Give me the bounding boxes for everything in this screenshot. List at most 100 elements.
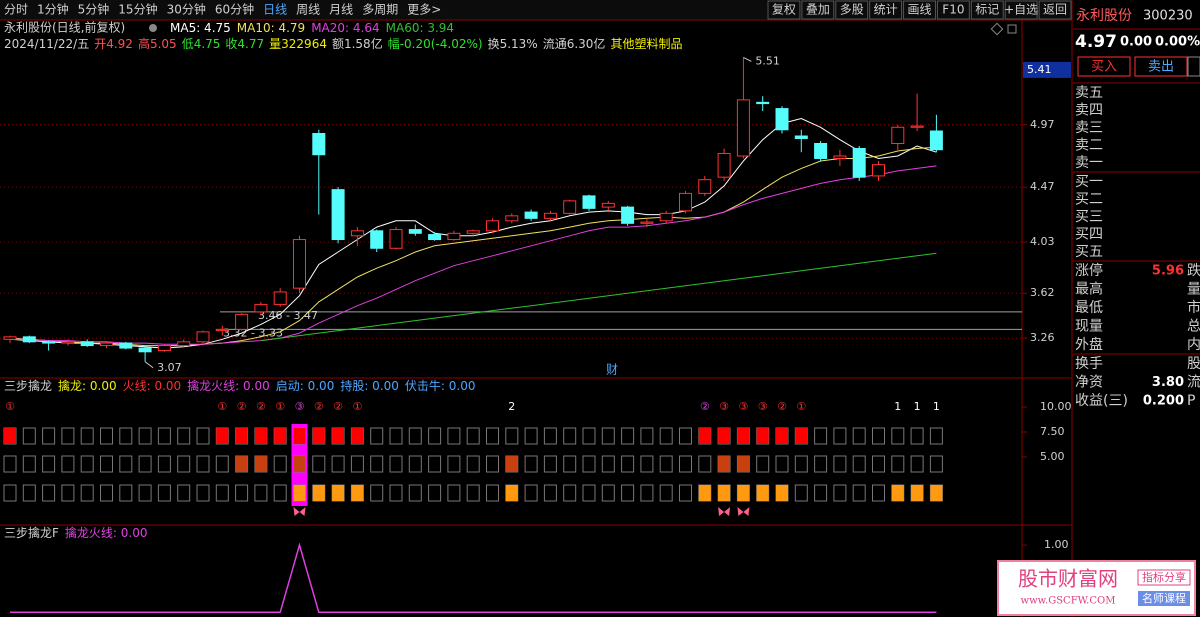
signal-label: ②	[333, 400, 343, 413]
signal-cell	[235, 456, 248, 472]
menu-button[interactable]	[1187, 56, 1200, 77]
empty-cell	[119, 427, 133, 445]
empty-cell	[408, 427, 422, 445]
period-tab[interactable]: 月线	[329, 3, 353, 17]
signal-cell	[737, 456, 750, 472]
candle-body	[794, 135, 808, 140]
y-tick-label: 4.97	[1030, 118, 1055, 131]
signal-cell	[718, 428, 731, 444]
empty-cell	[80, 484, 94, 502]
signal-label: 1	[933, 400, 940, 413]
tool-label[interactable]: 多股	[840, 3, 864, 17]
candle-body	[486, 220, 499, 232]
empty-cell	[833, 484, 847, 502]
empty-cell	[466, 455, 480, 473]
event-marker[interactable]: 财	[606, 363, 618, 377]
signal-label: 1	[894, 400, 901, 413]
tool-label[interactable]: 返回	[1043, 3, 1067, 17]
sell-button[interactable]	[1134, 56, 1188, 77]
settings-icon[interactable]	[149, 24, 157, 32]
empty-cell	[447, 427, 461, 445]
period-tab[interactable]: 15分钟	[118, 2, 157, 17]
empty-cell	[61, 484, 75, 502]
candle-body	[505, 215, 519, 222]
legend-entry: 火线: 0.00	[123, 379, 182, 393]
sell-label[interactable]: 卖出	[1148, 60, 1174, 75]
signal-label: ①	[796, 400, 806, 413]
period-tab[interactable]: 日线	[263, 3, 287, 17]
empty-cell	[235, 484, 249, 502]
signal-label: ③	[738, 400, 748, 413]
legend-entry: MA20: 4.64	[311, 21, 379, 35]
period-tab[interactable]: 更多>	[407, 3, 441, 17]
ma-line	[10, 165, 937, 345]
empty-cell	[215, 455, 229, 473]
info-item: 流通6.30亿	[543, 36, 606, 51]
tool-button[interactable]	[970, 0, 1004, 20]
period-tab[interactable]: 5分钟	[78, 2, 110, 17]
tool-label[interactable]: +自选	[1004, 3, 1038, 17]
tool-button[interactable]	[1004, 0, 1038, 20]
empty-cell	[22, 455, 36, 473]
period-tab[interactable]: 周线	[296, 3, 320, 17]
icon[interactable]	[1007, 24, 1017, 34]
signal-label: ③	[295, 400, 305, 413]
empty-cell	[833, 455, 847, 473]
empty-cell	[215, 484, 229, 502]
tool-label[interactable]: 叠加	[806, 3, 830, 17]
signal-cell	[718, 485, 731, 501]
tool-button[interactable]	[767, 0, 801, 20]
empty-cell	[157, 427, 171, 445]
empty-cell	[659, 455, 673, 473]
signal-label: ②	[237, 400, 247, 413]
empty-cell	[42, 455, 56, 473]
buy-button[interactable]	[1077, 56, 1131, 77]
signal-cell	[312, 428, 325, 444]
candle-body	[389, 229, 403, 249]
empty-cell	[389, 427, 403, 445]
stat-label: 净资	[1075, 375, 1103, 391]
legend-entry: 擒龙火线: 0.00	[187, 378, 270, 393]
empty-cell	[486, 455, 499, 473]
tag: 指标分享	[1142, 570, 1186, 584]
signal-cell	[737, 485, 750, 501]
tool-label[interactable]: 标记	[975, 3, 999, 17]
tool-button[interactable]	[1038, 0, 1072, 20]
tool-button[interactable]	[869, 0, 903, 20]
empty-cell	[273, 455, 287, 473]
y-tick-label: 3.62	[1030, 286, 1055, 299]
candle-body	[929, 130, 943, 151]
empty-cell	[157, 484, 171, 502]
legend: MA5: 4.75 MA10: 4.79 MA20: 4.64 MA60: 3.94	[170, 21, 454, 35]
signal-cell	[235, 428, 248, 444]
candle-body	[22, 336, 36, 343]
period-tab[interactable]: 多周期	[362, 3, 398, 17]
empty-cell	[543, 484, 557, 502]
buy-label[interactable]: 买入	[1091, 60, 1117, 75]
tool-button[interactable]	[801, 0, 835, 20]
empty-cell	[3, 455, 17, 473]
tool-label[interactable]: 复权	[772, 3, 796, 17]
period-tab[interactable]: 分时	[4, 3, 28, 17]
tool-button[interactable]	[903, 0, 936, 20]
empty-cell	[852, 455, 866, 473]
empty-cell	[331, 455, 345, 473]
tool-label[interactable]: F10	[942, 3, 964, 17]
period-tab[interactable]: 30分钟	[167, 2, 206, 17]
empty-cell	[794, 484, 808, 502]
empty-cell	[621, 455, 635, 473]
period-tab[interactable]: 60分钟	[215, 2, 254, 17]
tag: 名师课程	[1142, 591, 1186, 605]
icon[interactable]	[990, 22, 1004, 36]
signal-cell	[254, 456, 267, 472]
stat-label: 最低	[1075, 300, 1103, 316]
tool-label[interactable]: 画线	[907, 3, 931, 17]
empty-cell	[196, 484, 210, 502]
price-marker-label: 5.41	[1027, 63, 1052, 76]
ask-label: 卖五	[1075, 85, 1103, 101]
candle-body	[910, 125, 924, 128]
tool-label[interactable]: 统计	[874, 3, 898, 17]
period-tab[interactable]: 1分钟	[37, 2, 69, 17]
tool-button[interactable]	[835, 0, 869, 20]
tool-button[interactable]	[936, 0, 970, 20]
